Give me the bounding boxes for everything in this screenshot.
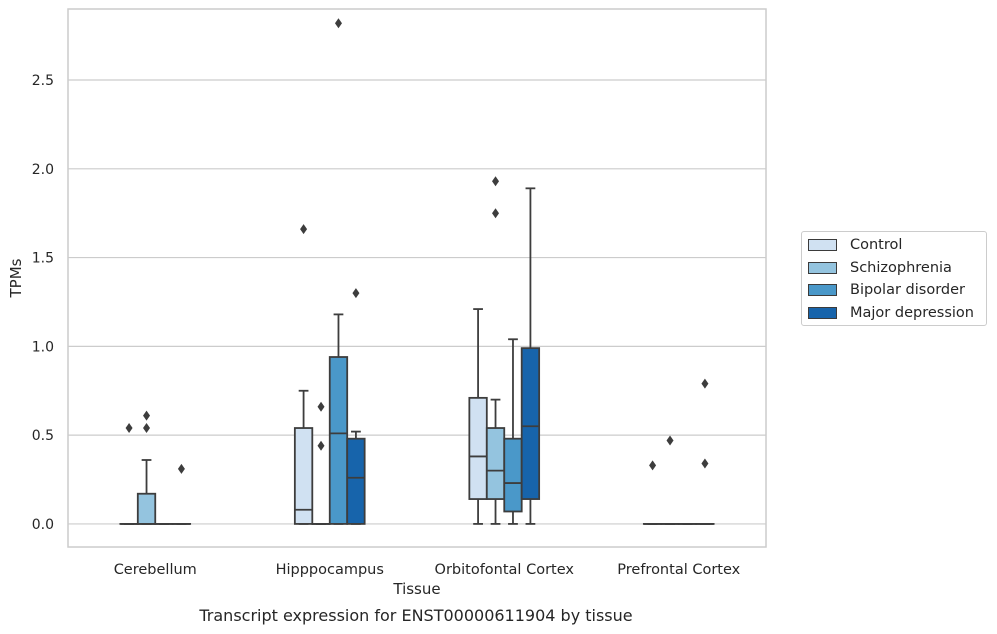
x-tick-labels: Cerebellum Hipppocampus Orbitofontal Corte…: [114, 562, 741, 578]
plot-frame: [67, 8, 767, 548]
outlier-point: [666, 435, 674, 446]
legend-item-control: Control: [808, 236, 902, 254]
box-bipolar-disorder-hipppocampus: [328, 18, 349, 525]
outlier-point: [300, 224, 308, 235]
box-body: [520, 347, 541, 500]
x-axis-label: Tissue: [393, 580, 441, 598]
x-tick-label: Hipppocampus: [276, 562, 384, 578]
y-tick-labels: 0.0 0.5 1.0 1.5 2.0 2.5: [32, 73, 54, 533]
outlier-point: [492, 176, 500, 187]
legend-swatch-major-depression: [808, 307, 837, 319]
box-control-cerebellum: [119, 423, 139, 525]
box-body: [136, 492, 157, 525]
legend-label-control: Control: [850, 237, 903, 253]
box-body: [468, 396, 488, 500]
box-control-prefrontal-cortex: [642, 460, 663, 525]
outlier-point: [352, 288, 360, 299]
box-schizophrenia-cerebellum: [136, 410, 157, 525]
box-body: [503, 437, 523, 513]
chart-caption: Transcript expression for ENST0000061190…: [199, 606, 633, 625]
box-major-depression-prefrontal-cortex: [695, 378, 715, 525]
box-major-depression-cerebellum: [171, 463, 192, 525]
outlier-point: [701, 458, 709, 469]
outlier-point: [649, 460, 657, 471]
outlier-point: [317, 440, 325, 451]
x-tick-label: Prefrontal Cortex: [617, 562, 740, 578]
y-axis-label: TPMs: [7, 258, 25, 298]
box-control-hipppocampus: [293, 224, 314, 525]
y-tick-label: 2.5: [32, 73, 54, 89]
legend-label-bipolar-disorder: Bipolar disorder: [850, 282, 965, 298]
box-body: [328, 356, 349, 525]
box-body: [346, 437, 366, 525]
x-tick-label: Cerebellum: [114, 562, 197, 578]
grid-lines: [68, 79, 766, 525]
box-schizophrenia-orbitofontal-cortex: [485, 176, 506, 525]
outlier-point: [492, 208, 500, 219]
box-control-orbitofontal-cortex: [468, 308, 488, 525]
legend-swatch-bipolar-disorder: [808, 284, 837, 296]
outlier-point: [143, 410, 151, 421]
outlier-point: [143, 423, 151, 434]
y-tick-label: 0.0: [32, 517, 54, 533]
outlier-point: [701, 378, 709, 389]
legend-label-major-depression: Major depression: [850, 305, 974, 321]
y-tick-label: 1.0: [32, 339, 54, 355]
box-major-depression-hipppocampus: [346, 288, 366, 525]
legend-item-major-depression: Major depression: [808, 304, 974, 322]
legend-label-schizophrenia: Schizophrenia: [850, 260, 952, 276]
legend: Control Schizophrenia Bipolar disorder M…: [801, 231, 987, 326]
box-body: [293, 427, 314, 525]
box-major-depression-orbitofontal-cortex: [520, 187, 541, 525]
x-tick-label: Orbitofontal Cortex: [435, 562, 575, 578]
boxes: [119, 18, 715, 525]
box-bipolar-disorder-orbitofontal-cortex: [503, 338, 523, 525]
y-tick-label: 0.5: [32, 428, 54, 444]
box-schizophrenia-hipppocampus: [311, 401, 331, 525]
legend-swatch-schizophrenia: [808, 262, 837, 274]
legend-swatch-control: [808, 239, 837, 251]
outlier-point: [334, 18, 342, 29]
y-tick-label: 1.5: [32, 251, 54, 267]
legend-item-schizophrenia: Schizophrenia: [808, 259, 952, 277]
box-schizophrenia-prefrontal-cortex: [660, 435, 680, 525]
legend-item-bipolar-disorder: Bipolar disorder: [808, 281, 965, 299]
box-body: [485, 427, 506, 500]
outlier-point: [177, 463, 185, 474]
outlier-point: [317, 401, 325, 412]
outlier-point: [125, 423, 133, 434]
y-tick-label: 2.0: [32, 162, 54, 178]
